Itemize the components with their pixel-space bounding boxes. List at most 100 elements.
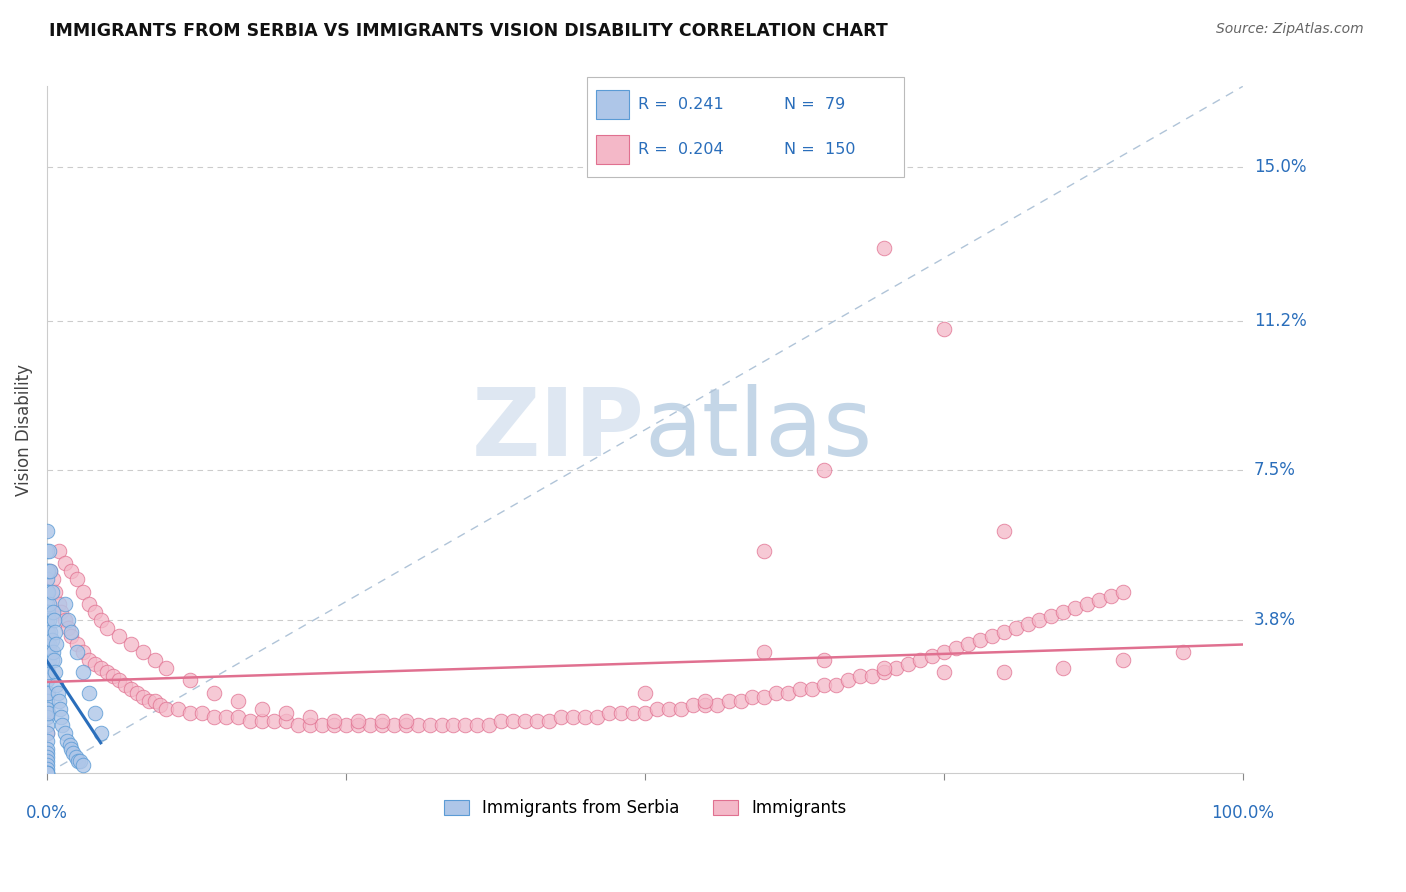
Point — [96, 621, 118, 635]
Point — [114, 677, 136, 691]
Point — [574, 710, 596, 724]
Point — [58, 621, 80, 635]
Point — [35, 766, 58, 780]
Point — [706, 698, 728, 712]
Point — [395, 714, 418, 728]
Point — [107, 673, 129, 688]
Point — [454, 718, 477, 732]
Point — [46, 685, 69, 699]
Point — [287, 718, 309, 732]
Text: 7.5%: 7.5% — [1254, 461, 1296, 479]
Point — [921, 649, 943, 664]
Point — [66, 573, 89, 587]
Point — [969, 633, 991, 648]
Point — [39, 645, 62, 659]
Point — [538, 714, 561, 728]
Point — [515, 714, 537, 728]
Point — [101, 669, 124, 683]
Point — [956, 637, 979, 651]
Point — [35, 758, 58, 772]
Point — [298, 710, 321, 724]
Point — [993, 665, 1015, 680]
Point — [932, 322, 955, 336]
Point — [562, 710, 585, 724]
Point — [778, 685, 800, 699]
Point — [131, 645, 153, 659]
Point — [382, 718, 405, 732]
Point — [42, 605, 65, 619]
Point — [873, 661, 896, 675]
Point — [754, 645, 776, 659]
Point — [860, 669, 883, 683]
Point — [1017, 616, 1039, 631]
Point — [77, 597, 100, 611]
Point — [37, 645, 59, 659]
Point — [35, 726, 58, 740]
Point — [35, 665, 58, 680]
Point — [1112, 653, 1135, 667]
Point — [215, 710, 238, 724]
Point — [37, 624, 59, 639]
Point — [765, 685, 787, 699]
Point — [191, 706, 214, 720]
Point — [35, 763, 58, 777]
Point — [35, 544, 58, 558]
Point — [38, 653, 60, 667]
Point — [155, 661, 177, 675]
Point — [717, 694, 740, 708]
Point — [274, 706, 297, 720]
Point — [37, 685, 59, 699]
Point — [813, 677, 835, 691]
Point — [149, 698, 172, 712]
Point — [53, 726, 76, 740]
Point — [1171, 645, 1194, 659]
Text: 3.8%: 3.8% — [1254, 611, 1296, 629]
Point — [789, 681, 811, 696]
Point — [44, 624, 66, 639]
Point — [39, 565, 62, 579]
Point — [37, 565, 59, 579]
Point — [443, 718, 465, 732]
Point — [693, 698, 716, 712]
Point — [39, 624, 62, 639]
Point — [897, 657, 920, 672]
Point — [53, 613, 76, 627]
Point — [610, 706, 633, 720]
Point — [35, 766, 58, 780]
Point — [730, 694, 752, 708]
Point — [38, 597, 60, 611]
Point — [35, 665, 58, 680]
Point — [35, 605, 58, 619]
Point — [42, 645, 65, 659]
Point — [478, 718, 501, 732]
Point — [658, 702, 681, 716]
Point — [741, 690, 763, 704]
Point — [59, 738, 82, 752]
Point — [179, 706, 201, 720]
Point — [45, 677, 67, 691]
Point — [634, 685, 657, 699]
Point — [35, 694, 58, 708]
Point — [107, 629, 129, 643]
Point — [72, 665, 94, 680]
Point — [77, 653, 100, 667]
Text: 100.0%: 100.0% — [1212, 804, 1274, 822]
Point — [35, 726, 58, 740]
Point — [1052, 605, 1074, 619]
Point — [873, 241, 896, 255]
Point — [932, 665, 955, 680]
Point — [1040, 608, 1063, 623]
Point — [131, 690, 153, 704]
Point — [1112, 584, 1135, 599]
Point — [645, 702, 668, 716]
Point — [202, 685, 225, 699]
Point — [35, 524, 58, 538]
Point — [83, 657, 105, 672]
Point — [682, 698, 704, 712]
Point — [371, 714, 394, 728]
Point — [37, 584, 59, 599]
Point — [634, 706, 657, 720]
Point — [35, 702, 58, 716]
Point — [467, 718, 489, 732]
Text: 15.0%: 15.0% — [1254, 158, 1306, 177]
